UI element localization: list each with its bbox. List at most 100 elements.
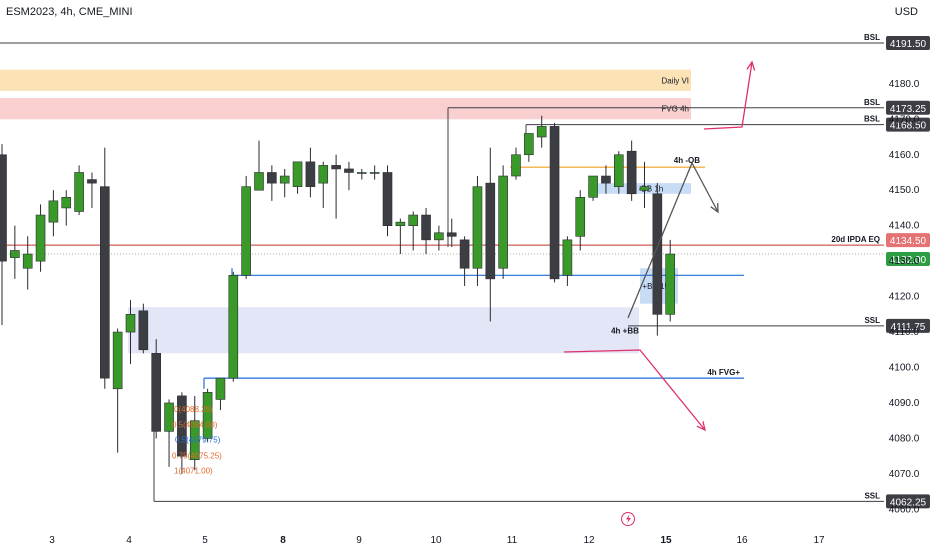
y-tick-label: 4080.0: [889, 433, 920, 444]
annotation-ob: 4h -OB: [674, 156, 700, 165]
price-tag-text-2: 4168.50: [890, 121, 927, 132]
candle-body: [138, 310, 149, 351]
x-tick-label: 10: [430, 535, 442, 546]
candle: [267, 165, 277, 201]
candle: [331, 154, 341, 219]
candle-body: [356, 172, 367, 174]
x-tick-label: 3: [49, 535, 55, 546]
price-tag-text-4: 4132.00: [890, 255, 927, 266]
candle-body: [10, 250, 20, 258]
candle-body: [151, 353, 161, 432]
price-tag-6: [886, 494, 930, 509]
time-axis: 3 4 5 8 9 10 11 12 15 16 17: [49, 512, 825, 546]
candle: [35, 204, 46, 272]
candle-body: [48, 200, 59, 223]
candle: [588, 175, 598, 201]
zone-0: [0, 69, 691, 91]
annotation-4h-bb: 4h +BB: [611, 326, 639, 335]
candle: [524, 133, 534, 162]
candle: [10, 225, 20, 279]
candle: [613, 151, 624, 194]
price-axis: 4060.0 4070.0 4080.0 4090.0 4100.0 4110.0 4120…: [889, 79, 920, 516]
candle: [164, 399, 174, 467]
y-tick-label: 4060.0: [889, 504, 920, 515]
price-tag-4: [886, 252, 930, 267]
candle-body: [87, 179, 97, 184]
candle-body: [613, 154, 624, 187]
y-tick-label: 4070.0: [889, 469, 920, 480]
price-tag-2: [886, 117, 930, 132]
candle-body: [344, 168, 354, 173]
price-tag-text-5: 4111.75: [891, 322, 926, 333]
candle-body: [434, 232, 444, 241]
price-tag-text-1: 4173.25: [890, 104, 927, 115]
candle: [665, 239, 676, 322]
y-tick-label: 4140.0: [889, 221, 920, 232]
zone-2: [128, 307, 639, 354]
candle-body: [639, 186, 650, 191]
currency-label: USD: [894, 6, 918, 18]
candle-body: [601, 175, 611, 184]
candle: [189, 395, 200, 471]
drawings-layer: 4h +BB 0(4088.25) 0.5(4084.00) 0.5(4079.75)…: [172, 60, 756, 475]
level-label-2: BSL: [864, 115, 880, 124]
candle: [202, 388, 213, 442]
candle: [74, 165, 84, 216]
zone-1: [0, 98, 691, 120]
candle-body: [665, 253, 676, 315]
arrow-projection-head: [710, 202, 719, 214]
candle-body: [472, 186, 483, 269]
candle: [639, 161, 650, 208]
candle-body: [305, 161, 316, 187]
candle-body: [318, 165, 329, 184]
candle-body: [100, 186, 110, 379]
candle: [626, 140, 637, 201]
candle-body: [524, 133, 534, 156]
candle-body: [112, 331, 123, 390]
candle: [472, 176, 483, 286]
candle-body: [626, 150, 637, 195]
arrow-up-pink-head: [746, 60, 756, 71]
fib-label-2: 0.5(4079.75): [175, 435, 221, 444]
candle-body: [215, 377, 226, 400]
candle-body: [241, 186, 251, 276]
zone-label-0: Daily VI: [661, 76, 689, 85]
candle-body: [279, 175, 290, 184]
candle: [652, 183, 663, 336]
candle: [356, 168, 367, 180]
candle-body: [575, 197, 586, 237]
level-label-5: SSL: [864, 316, 880, 325]
x-tick-label: 12: [583, 535, 595, 546]
price-tag-5: [886, 318, 930, 333]
candle-body: [588, 175, 598, 198]
candle: [536, 115, 547, 148]
chart-title: ESM2023, 4h, CME_MINI: [6, 6, 133, 18]
candle-body: [331, 165, 341, 170]
level-label-1: BSL: [864, 98, 880, 107]
candle: [459, 236, 470, 286]
candle-body: [446, 232, 457, 237]
annotation-fvg: 4h FVG+: [707, 368, 740, 377]
x-tick-label: 4: [126, 535, 132, 546]
candle: [0, 144, 7, 325]
fib-label-1: 0.5(4084.00): [172, 420, 218, 429]
level-label-6: SSL: [864, 491, 880, 500]
level-label-3: 20d IPDA EQ: [831, 235, 880, 244]
candle: [446, 218, 457, 247]
candle: [434, 225, 444, 251]
x-tick-label: 5: [202, 535, 208, 546]
y-tick-label: 4120.0: [889, 292, 920, 303]
arrow-down-pink-line: [563, 349, 706, 431]
x-tick-label: 9: [356, 535, 362, 546]
candle-body: [22, 253, 33, 269]
candle: [498, 165, 508, 279]
candle-body: [228, 275, 239, 379]
candle: [138, 303, 149, 354]
candle-body: [421, 214, 431, 241]
y-tick-label: 4160.0: [889, 150, 920, 161]
x-tick-label: 17: [813, 535, 825, 546]
level-label-0: BSL: [864, 33, 880, 42]
candle: [601, 165, 611, 194]
candle: [61, 190, 72, 226]
